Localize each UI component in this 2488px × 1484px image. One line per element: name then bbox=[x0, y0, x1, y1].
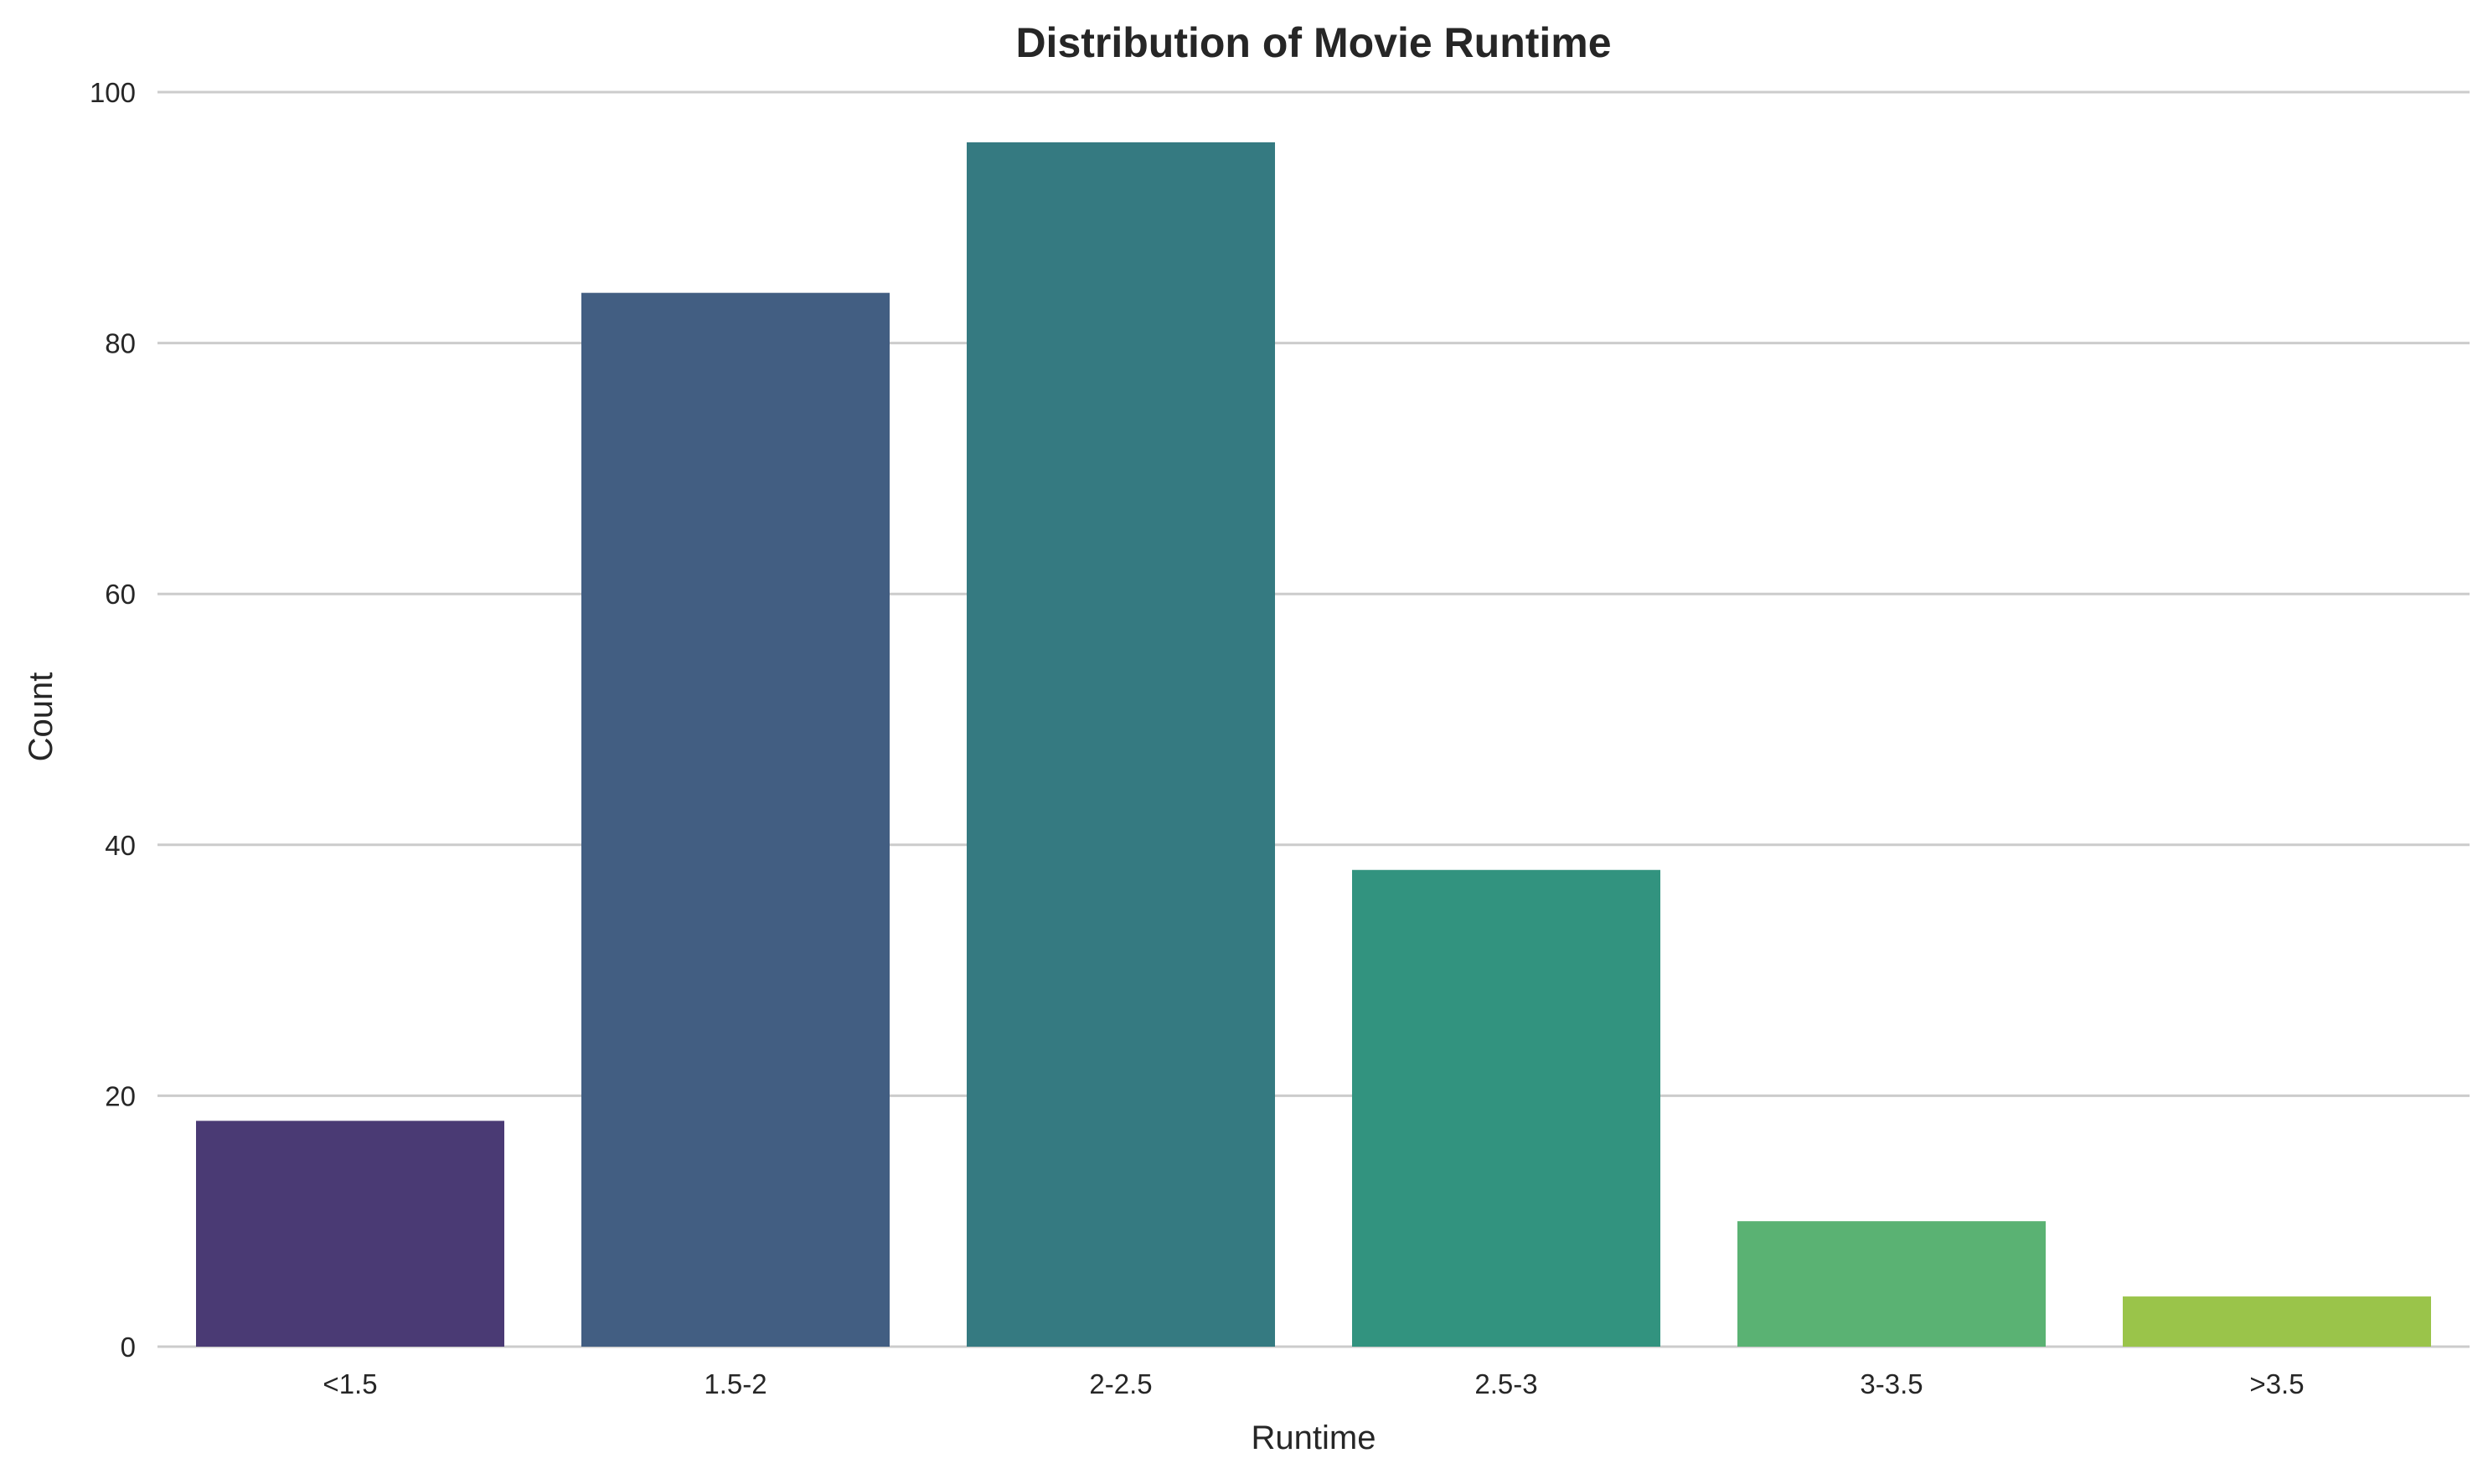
x-tick-label: 3-3.5 bbox=[1860, 1368, 1923, 1399]
y-tick-label: 0 bbox=[121, 1332, 136, 1363]
gridlines bbox=[157, 90, 2470, 1348]
bar-5 bbox=[2123, 1296, 2431, 1347]
x-axis-label: Runtime bbox=[1252, 1420, 1376, 1456]
x-tick-label: <1.5 bbox=[323, 1368, 377, 1399]
y-tick-labels: 0 20 40 60 80 100 bbox=[90, 77, 136, 1363]
x-tick-label: 2-2.5 bbox=[1089, 1368, 1152, 1399]
x-tick-labels: <1.5 1.5-2 2-2.5 2.5-3 3-3.5 >3.5 bbox=[323, 1368, 2304, 1399]
y-tick-label: 100 bbox=[90, 77, 136, 108]
y-tick-label: 80 bbox=[105, 328, 136, 359]
y-tick-label: 40 bbox=[105, 830, 136, 861]
bar-4 bbox=[1737, 1221, 2046, 1347]
bar-0 bbox=[196, 1121, 504, 1347]
y-axis-label: Count bbox=[23, 672, 59, 762]
y-tick-label: 60 bbox=[105, 579, 136, 610]
bars bbox=[196, 142, 2431, 1347]
x-tick-label: 2.5-3 bbox=[1474, 1368, 1537, 1399]
bar-2 bbox=[967, 142, 1275, 1347]
x-tick-label: >3.5 bbox=[2249, 1368, 2304, 1399]
bar-3 bbox=[1352, 869, 1660, 1347]
y-tick-label: 20 bbox=[105, 1080, 136, 1111]
bar-1 bbox=[581, 292, 890, 1347]
chart-title: Distribution of Movie Runtime bbox=[1015, 19, 1611, 66]
x-tick-label: 1.5-2 bbox=[704, 1368, 767, 1399]
